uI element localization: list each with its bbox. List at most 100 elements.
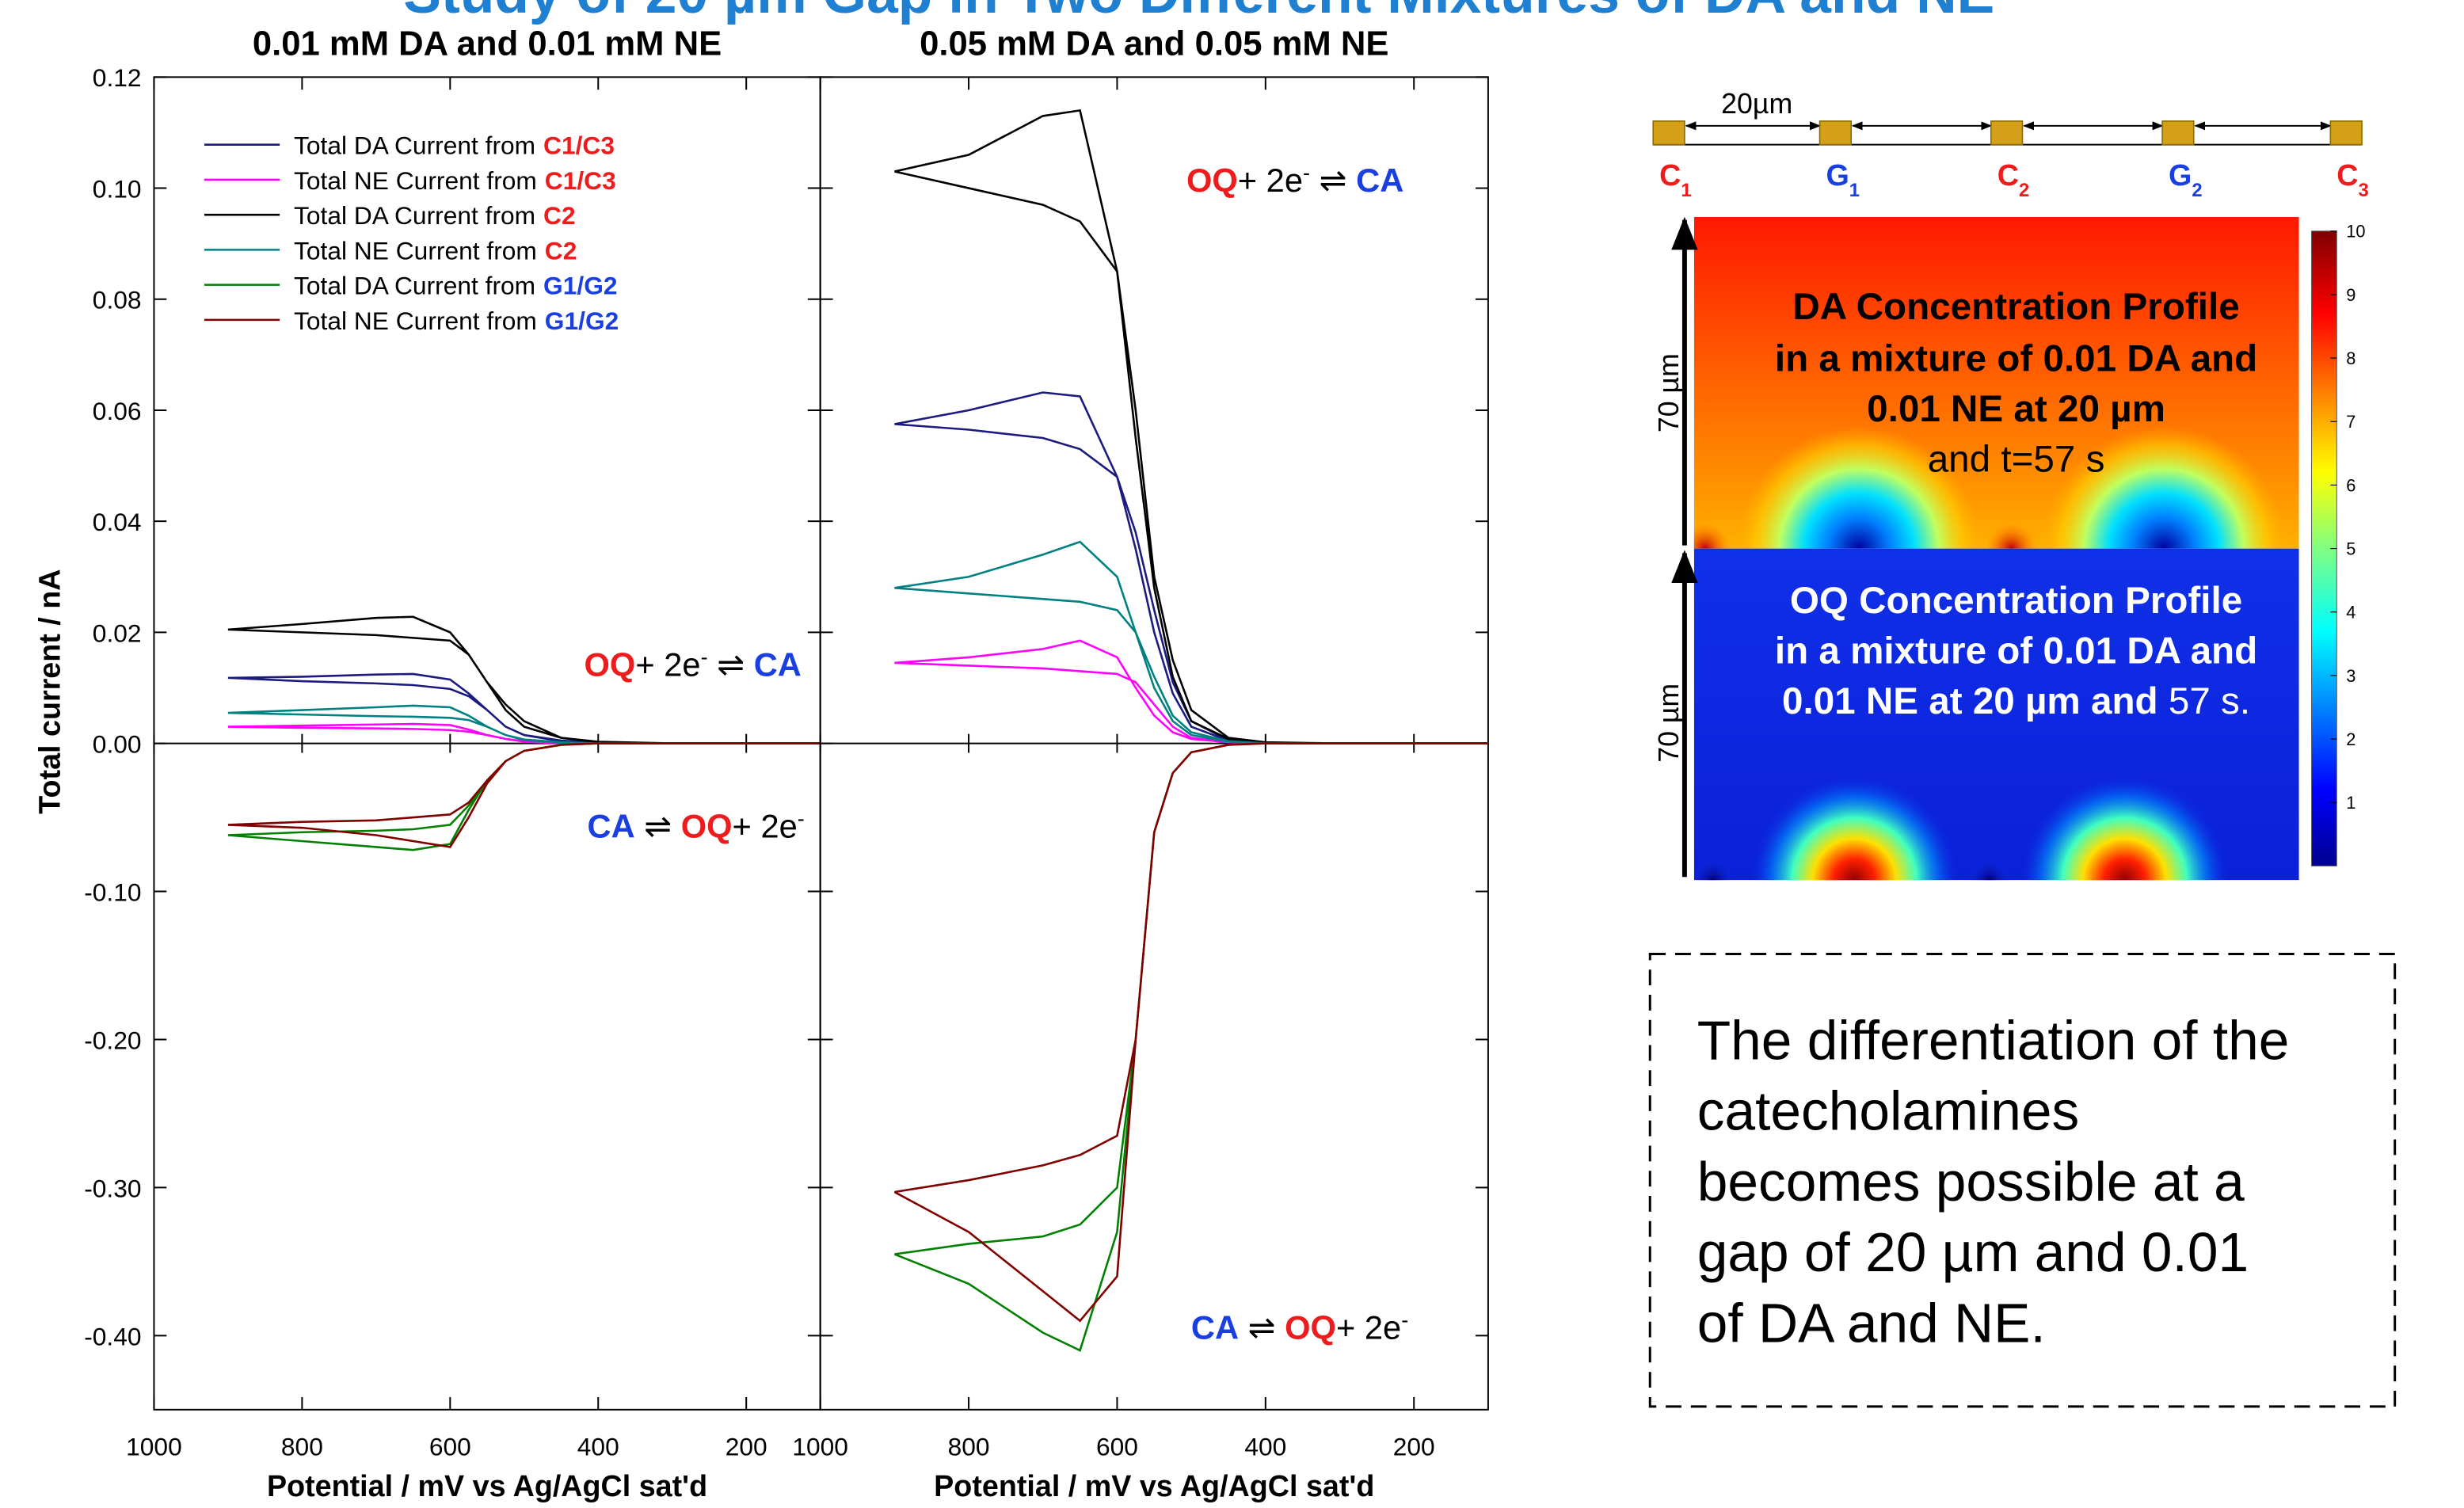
panel-text: and t=57 s <box>1928 438 2105 480</box>
text-part: ⇌ <box>1310 162 1356 199</box>
legend-name: Total NE Current from <box>294 307 537 335</box>
panel-text: DA Concentration Profile <box>1792 286 2239 328</box>
reaction-label: OQ+ 2e- ⇌ CA <box>1186 160 1403 200</box>
legend-entry: Total NE Current from C1/C3 <box>294 166 616 195</box>
note-line: becomes possible at a <box>1697 1151 2245 1213</box>
text-part: in a mixture of 0.01 DA and <box>1775 337 2257 379</box>
text-part: + 2e <box>1336 1309 1401 1346</box>
colorbar-label: 6 <box>2346 475 2355 495</box>
electrode-letter: C <box>1659 158 1681 192</box>
y-tick-label: 0.10 <box>93 174 142 203</box>
y-tick-label: 0.02 <box>93 619 142 647</box>
text-part: OQ <box>681 808 733 845</box>
panel-text: in a mixture of 0.01 DA and <box>1775 337 2257 379</box>
x-tick-label: 1000 <box>792 1432 848 1460</box>
electrode-sub: 1 <box>1849 180 1860 201</box>
legend-name: Total DA Current from <box>294 131 535 160</box>
y-tick-label: 0.08 <box>93 286 142 314</box>
electrode-sub: 1 <box>1681 180 1691 201</box>
x-tick-label: 600 <box>429 1432 471 1460</box>
electrode-letter: C <box>1997 158 2019 192</box>
electrode <box>1652 120 1685 146</box>
text-part: 57 s. <box>2169 680 2250 722</box>
panel-text: 0.01 NE at 20 µm and 57 s. <box>1782 680 2250 722</box>
y-tick-label: 0.06 <box>93 397 142 425</box>
text-part: OQ <box>1285 1309 1336 1346</box>
note-box <box>1648 952 2397 1408</box>
note-line: of DA and NE. <box>1697 1293 2046 1354</box>
panel-text: OQ Concentration Profile <box>1790 580 2242 622</box>
text-part: DA Concentration Profile <box>1792 286 2239 328</box>
x-axis-label: Potential / mV vs Ag/AgCl sat'd <box>934 1469 1374 1502</box>
page-title: Study of 20 µm Gap in Two Different Mixt… <box>403 0 1994 25</box>
x-tick-label: 400 <box>577 1432 619 1460</box>
y-tick-label: 0.00 <box>93 729 142 758</box>
x-tick-label: 200 <box>1393 1432 1435 1460</box>
series-line <box>227 615 821 744</box>
electrode-sub: 2 <box>2019 180 2029 201</box>
legend-entry: Total DA Current from C1/C3 <box>294 131 615 160</box>
series-line <box>894 639 1488 744</box>
series-line <box>227 722 821 744</box>
legend-source: C2 <box>545 236 577 265</box>
text-part: + 2e <box>635 645 700 683</box>
legend-source: G1/G2 <box>545 307 619 335</box>
text-part: CA <box>588 808 635 845</box>
y-tick-label: 0.12 <box>93 63 142 92</box>
series-line <box>227 704 821 744</box>
legend-source: G1/G2 <box>543 272 617 300</box>
series-line <box>893 742 1488 1352</box>
electrode <box>2329 120 2363 146</box>
text-part: in a mixture of 0.01 DA and <box>1775 630 2257 672</box>
text-part: - <box>701 644 708 668</box>
colorbar-label: 3 <box>2346 666 2355 686</box>
electrode <box>1990 120 2024 146</box>
colorbar-label: 8 <box>2346 348 2355 368</box>
y-tick-label: 0.04 <box>93 508 142 536</box>
legend-source: C2 <box>543 201 576 230</box>
text-part: OQ Concentration Profile <box>1790 580 2242 622</box>
x-tick-label: 1000 <box>126 1432 182 1460</box>
text-part: ⇌ <box>635 808 681 845</box>
y-tick-label: -0.30 <box>84 1174 141 1202</box>
text-part: 0.01 NE at 20 µm <box>1867 388 2165 430</box>
legend-entry: Total NE Current from G1/G2 <box>294 307 619 335</box>
colorbar-label: 4 <box>2346 603 2355 623</box>
legend-name: Total DA Current from <box>294 272 535 300</box>
electrode-label: C1 <box>1659 158 1691 201</box>
heatmap-top <box>1693 216 2299 549</box>
electrode-sub: 3 <box>2359 180 2369 201</box>
colorbar-label: 5 <box>2346 539 2355 559</box>
legend-entry: Total DA Current from C2 <box>294 201 576 230</box>
x-tick-label: 800 <box>948 1432 990 1460</box>
chart-title: 0.05 mM DA and 0.05 mM NE <box>920 25 1388 63</box>
y-tick-label: -0.20 <box>84 1026 141 1054</box>
text-part: CA <box>1191 1309 1239 1346</box>
legend-source: C1/C3 <box>543 131 615 160</box>
note-line: The differentiation of the <box>1697 1009 2290 1071</box>
chart-title: 0.01 mM DA and 0.01 mM NE <box>253 25 722 63</box>
reaction-label: OQ+ 2e- ⇌ CA <box>585 644 802 684</box>
electrode-label: G1 <box>1826 158 1860 201</box>
series-line <box>894 109 1488 744</box>
height-label: 70 µm <box>1653 353 1685 432</box>
electrode-letter: G <box>1826 158 1849 192</box>
x-tick-label: 200 <box>725 1432 767 1460</box>
note-line: gap of 20 µm and 0.01 <box>1697 1221 2249 1283</box>
text-part: - <box>798 805 805 830</box>
series-line <box>893 742 1488 1323</box>
electrode-letter: G <box>2169 158 2192 192</box>
electrode-label: C3 <box>2336 158 2368 201</box>
series-line <box>894 540 1488 744</box>
colorbar-label: 2 <box>2346 729 2355 749</box>
x-tick-label: 600 <box>1096 1432 1138 1460</box>
spacing-label: 20µm <box>1721 88 1792 120</box>
panel-text: 0.01 NE at 20 µm <box>1867 388 2165 430</box>
text-part: - <box>1303 160 1310 185</box>
series-line <box>227 742 821 848</box>
height-label: 70 µm <box>1653 684 1685 763</box>
series-line <box>227 672 821 744</box>
text-part: OQ <box>1186 162 1238 199</box>
text-part: + 2e <box>1238 162 1303 199</box>
